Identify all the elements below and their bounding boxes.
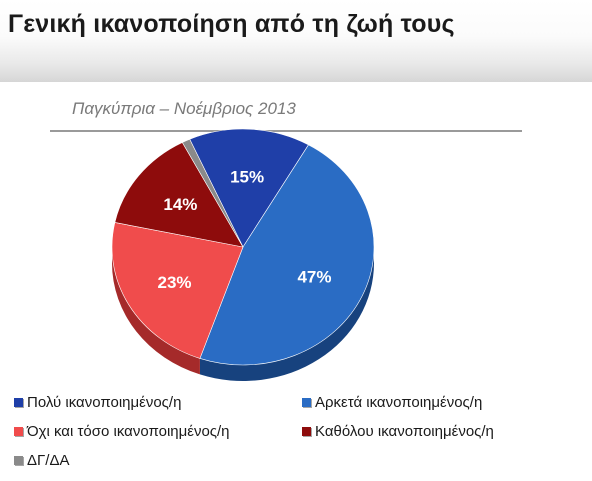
subtitle-divider bbox=[50, 130, 522, 132]
chart-subtitle: Παγκύπρια – Νοέμβριος 2013 bbox=[72, 99, 296, 118]
legend-swatch bbox=[14, 427, 23, 436]
legend-item-fairly-satisfied: Αρκετά ικανοποιημένος/η bbox=[302, 394, 482, 411]
title-band bbox=[0, 0, 592, 82]
legend-item-not-at-all-satisfied: Καθόλου ικανοποιημένος/η bbox=[302, 423, 494, 440]
legend-swatch bbox=[302, 427, 311, 436]
legend-swatch bbox=[302, 398, 311, 407]
pie-slice-1 bbox=[199, 144, 375, 366]
pie-label-2: 23% bbox=[158, 273, 192, 292]
pie-slice-2 bbox=[111, 222, 244, 359]
legend-label: Όχι και τόσο ικανοποιημένος/η bbox=[27, 423, 230, 440]
legend-item-very-satisfied: Πολύ ικανοποιημένος/η bbox=[14, 394, 181, 411]
legend-label: Πολύ ικανοποιημένος/η bbox=[27, 394, 182, 411]
legend-item-dont-know: ΔΓ/ΔΑ bbox=[14, 452, 69, 469]
pie-side-2 bbox=[112, 247, 200, 375]
legend-label: Καθόλου ικανοποιημένος/η bbox=[315, 423, 494, 440]
legend-swatch bbox=[14, 398, 23, 407]
legend-swatch bbox=[14, 456, 23, 465]
pie-label-0: 15% bbox=[230, 167, 264, 186]
pie-labels: 15% 47% 23% 14% bbox=[158, 167, 332, 291]
pie-label-1: 47% bbox=[297, 267, 331, 286]
pie-side-walls bbox=[112, 247, 374, 381]
pie-slice-4 bbox=[181, 138, 244, 248]
pie-top-faces bbox=[111, 128, 375, 366]
pie-label-3: 14% bbox=[163, 195, 197, 214]
legend-item-not-very-satisfied: Όχι και τόσο ικανοποιημένος/η bbox=[14, 423, 230, 440]
pie-slice-0 bbox=[189, 128, 309, 248]
pie-side-1 bbox=[199, 247, 374, 381]
legend-label: Αρκετά ικανοποιημένος/η bbox=[315, 394, 483, 411]
page-title: Γενική ικανοποίηση από τη ζωή τους bbox=[8, 10, 455, 38]
legend-label: ΔΓ/ΔΑ bbox=[27, 452, 70, 469]
pie-slice-3 bbox=[114, 142, 244, 248]
